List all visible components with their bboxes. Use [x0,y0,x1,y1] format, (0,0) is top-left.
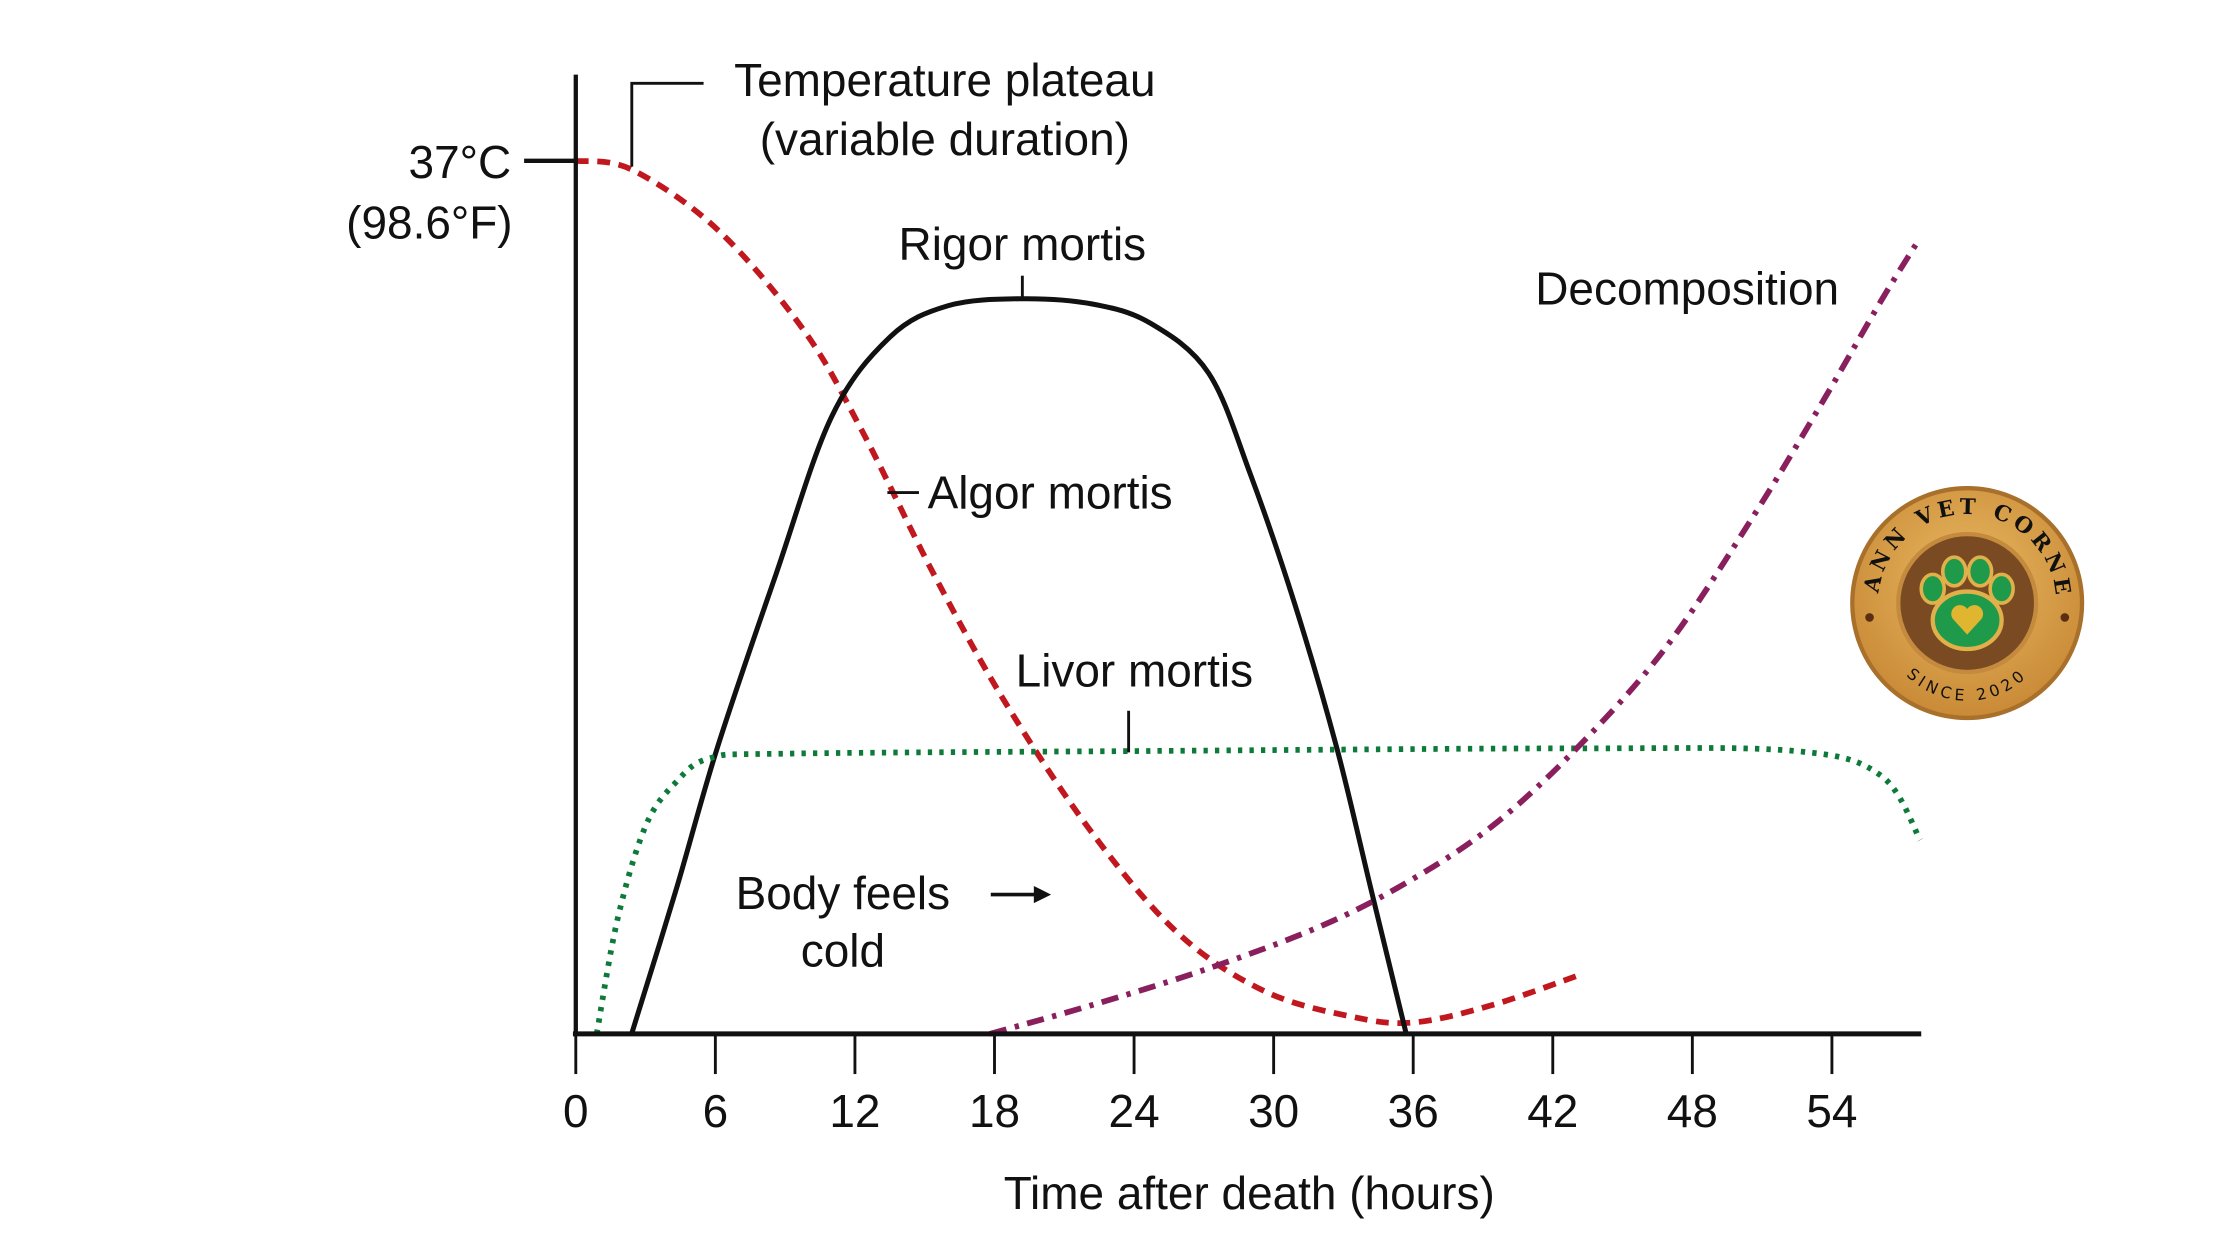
x-tick-label: 42 [1527,1085,1578,1137]
decomposition-label: Decomposition [1535,262,1839,314]
series-decomposition [989,239,1921,1037]
plateau-label-line1: Temperature plateau [734,54,1155,106]
x-tick-label: 0 [563,1085,589,1137]
arrow-right-icon [990,885,1052,904]
plateau-label-line2: (variable duration) [760,113,1130,165]
mann-vet-corner-logo: MANN VET CORNER SINCE 2020 [1850,486,2085,721]
y-tick-label-fahrenheit: (98.6°F) [346,196,512,248]
cold-label-line2: cold [801,924,885,976]
series-algor-mortis [575,157,1577,1026]
rigor-label: Rigor mortis [899,218,1147,270]
x-tick-label: 36 [1388,1085,1439,1137]
heart-icon [1951,605,1984,635]
series-livor-mortis [593,745,1923,1035]
y-tick-label-celsius: 37°C [409,136,512,188]
x-tick-label: 12 [829,1085,880,1137]
x-tick-label: 6 [703,1085,729,1137]
x-tick-label: 24 [1109,1085,1160,1137]
x-ticks: 0 6 12 18 24 30 36 42 48 54 [563,1033,1857,1137]
x-tick-label: 30 [1248,1085,1299,1137]
plateau-leader [630,81,704,167]
x-tick-label: 54 [1806,1085,1857,1137]
livor-label: Livor mortis [1016,644,1253,696]
cold-label-line1: Body feels [736,867,951,919]
series-layer [575,157,1923,1037]
x-tick-label: 48 [1667,1085,1718,1137]
algor-label: Algor mortis [928,466,1173,518]
x-axis-title: Time after death (hours) [1004,1167,1495,1219]
series-rigor-mortis [629,296,1409,1035]
x-tick-label: 18 [969,1085,1020,1137]
